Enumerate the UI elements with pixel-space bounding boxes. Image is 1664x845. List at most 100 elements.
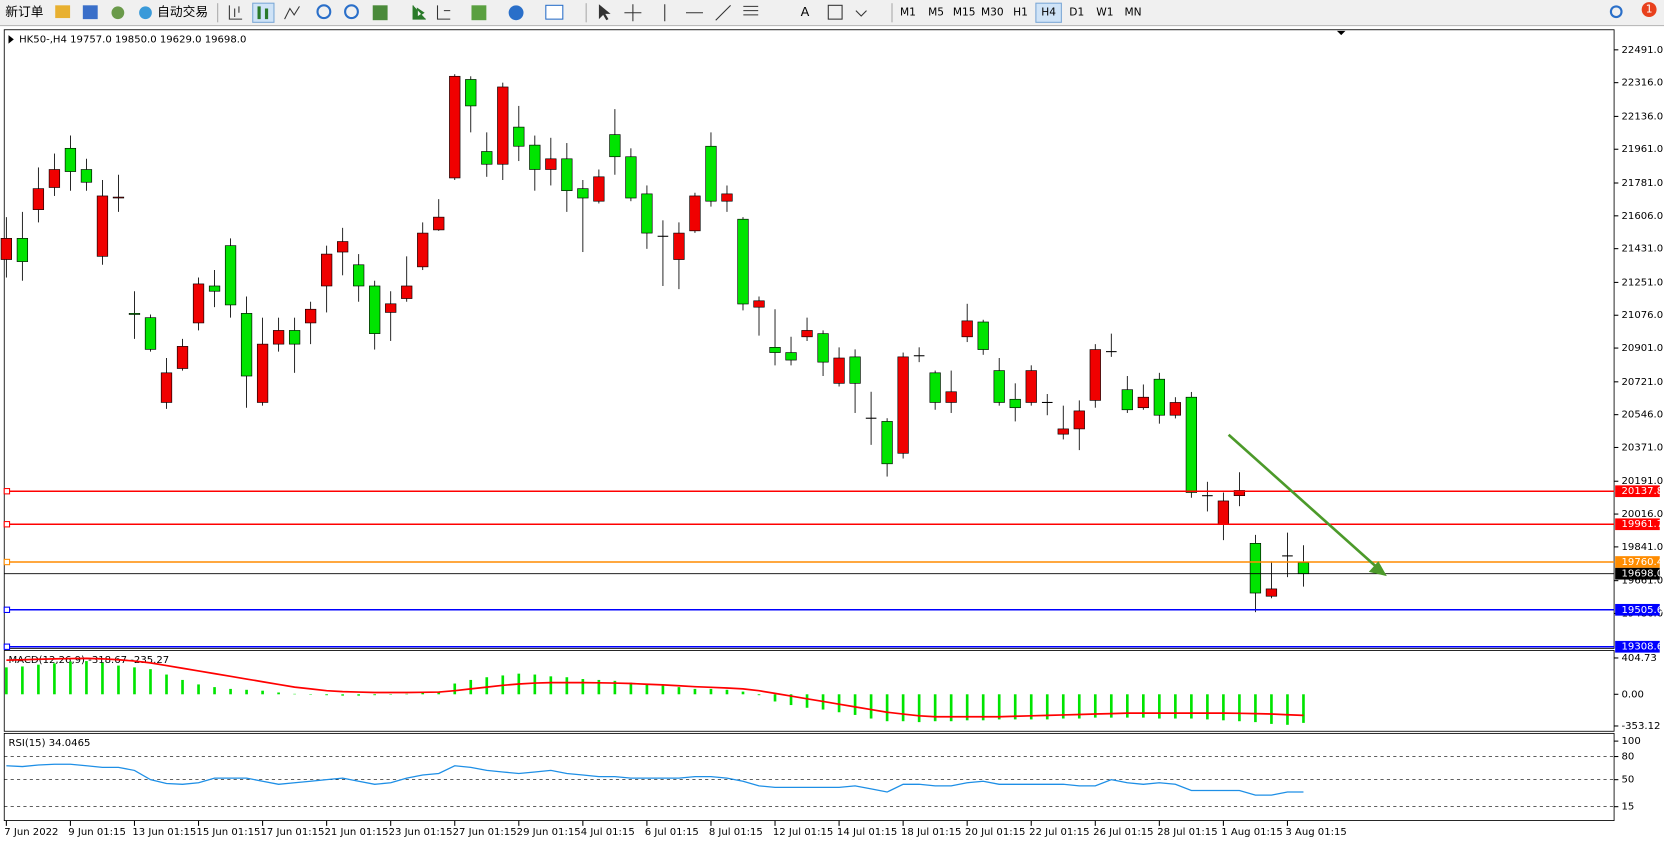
macd-panel (3, 650, 1615, 732)
candle-body (801, 330, 813, 338)
candle-body (337, 241, 349, 253)
auto-trading-button[interactable]: 自动交易 (157, 4, 208, 20)
line-chart-icon[interactable] (284, 6, 300, 20)
scroll-icon[interactable] (412, 5, 426, 20)
x-tick-label: 18 Jul 01:15 (901, 827, 961, 838)
candle-body (192, 283, 205, 324)
price-panel (3, 29, 1615, 649)
candle-body (449, 75, 461, 179)
candle-body (1073, 410, 1085, 430)
y-tick-label: 21251.0 (1622, 277, 1664, 288)
timeframe-button[interactable]: M1 (900, 6, 916, 19)
level-handle (3, 488, 11, 495)
candle-icon-active[interactable] (252, 2, 275, 23)
icon[interactable] (82, 5, 98, 20)
x-tick-label: 13 Jun 01:15 (132, 827, 196, 838)
y-tick-label: 22491.0 (1622, 45, 1664, 56)
y-tick-label: 19841.0 (1622, 542, 1664, 553)
y-tick-label: 21961.0 (1622, 144, 1664, 155)
label-tool[interactable] (827, 4, 843, 20)
candle-body (128, 313, 141, 315)
level-label: 19308.6 (1622, 642, 1664, 653)
templates-icon[interactable] (545, 4, 564, 20)
alerts-badge[interactable] (1641, 2, 1657, 18)
crosshair-icon[interactable] (624, 4, 642, 22)
rsi-title: RSI(15) 34.0465 (8, 738, 90, 749)
x-tick-label: 17 Jun 01:15 (260, 827, 324, 838)
arrows-tool[interactable] (855, 10, 867, 17)
bar-chart-icon[interactable] (228, 5, 243, 20)
x-tick-label: 29 Jun 01:15 (517, 827, 581, 838)
zoom-in-icon[interactable] (316, 4, 332, 20)
candle-body (401, 285, 413, 299)
timeframe-button[interactable]: D1 (1069, 6, 1084, 19)
level-label-bg (1615, 567, 1660, 580)
candle-body (545, 158, 557, 170)
timeframe-button[interactable]: MN (1125, 6, 1142, 19)
candle-body (80, 169, 93, 183)
y-tick-label: 20546.0 (1622, 410, 1664, 421)
macd-title: MACD(12,26,9) -318.67 -235.27 (8, 655, 169, 666)
candle-body (288, 330, 301, 345)
candle-body (1089, 349, 1101, 401)
level-handle (3, 606, 11, 613)
icon[interactable] (111, 6, 125, 20)
candle-body (369, 285, 381, 334)
candle-body (961, 320, 973, 338)
y-tick-label: 20191.0 (1622, 476, 1664, 487)
indicators-icon[interactable] (471, 5, 487, 21)
new-order-button[interactable]: 新订单 (5, 4, 43, 20)
candle-body (208, 285, 221, 292)
candle-body (272, 330, 285, 345)
candle-body (881, 421, 893, 465)
candle-body (849, 356, 861, 384)
icon[interactable] (55, 5, 71, 19)
y-tick-label: 22136.0 (1622, 111, 1664, 122)
timeframe-button[interactable]: M5 (928, 6, 944, 19)
x-tick-label: 21 Jun 01:15 (325, 827, 389, 838)
timeframe-button[interactable]: H4 (1041, 6, 1056, 19)
y-tick-label: 21431.0 (1622, 244, 1664, 255)
timeframe-button[interactable]: H1 (1013, 6, 1028, 19)
plot-layers: 22491.0 22316.0 22136.0 21961.0 21781.0 21606… (0, 45, 1664, 838)
candle-body (465, 79, 477, 107)
level-label-bg (1615, 518, 1660, 531)
candle-body (753, 300, 765, 308)
timeframe-button[interactable]: W1 (1096, 6, 1113, 19)
y-tick-label: 20371.0 (1622, 442, 1664, 453)
x-tick-label: 7 Jun 2022 (4, 827, 58, 838)
x-tick-label: 20 Jul 01:15 (965, 827, 1025, 838)
text-tool[interactable]: A (801, 5, 810, 20)
candle-body (0, 238, 12, 260)
draw-tools[interactable] (664, 4, 759, 22)
tile-icon[interactable] (372, 5, 388, 21)
periods-icon[interactable] (508, 5, 524, 21)
cursor-icon[interactable] (598, 4, 611, 21)
candle-body (433, 216, 445, 231)
candle-body (1121, 389, 1133, 411)
zoom-out-icon[interactable] (344, 4, 359, 20)
shift-icon[interactable] (436, 5, 451, 20)
candle-body (673, 232, 685, 260)
timeframe-button[interactable]: M15 (953, 6, 976, 19)
search-icon[interactable] (1609, 5, 1623, 19)
candle-body (785, 352, 797, 361)
y-tick-label: 22316.0 (1622, 78, 1664, 89)
candle-body (561, 158, 573, 192)
candle-body (1185, 396, 1197, 493)
timeframe-button[interactable]: M30 (981, 6, 1004, 19)
x-tick-label: 26 Jul 01:15 (1093, 827, 1153, 838)
y-tick-label: -353.12 (1622, 721, 1661, 732)
candle-body (929, 372, 941, 403)
candle-body (513, 126, 525, 147)
candle-body (385, 303, 397, 313)
timeframes: M1 M5 M15 M30 H1 H4 D1 W1 MN (900, 2, 1142, 23)
candle-body (1009, 398, 1021, 409)
candle-body (993, 370, 1005, 403)
candle-body (1169, 402, 1181, 416)
candle-body (256, 343, 269, 403)
auto-trading-icon[interactable] (139, 6, 152, 20)
y-tick-label: 21606.0 (1622, 211, 1664, 222)
